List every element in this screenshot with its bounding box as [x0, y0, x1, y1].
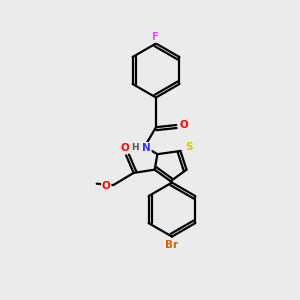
Text: Br: Br	[165, 240, 178, 250]
Text: N: N	[142, 143, 151, 153]
Text: O: O	[121, 143, 129, 153]
Text: H: H	[131, 143, 139, 152]
Text: O: O	[102, 181, 111, 191]
Text: O: O	[180, 120, 188, 130]
Text: S: S	[186, 142, 193, 152]
Text: F: F	[152, 32, 160, 42]
